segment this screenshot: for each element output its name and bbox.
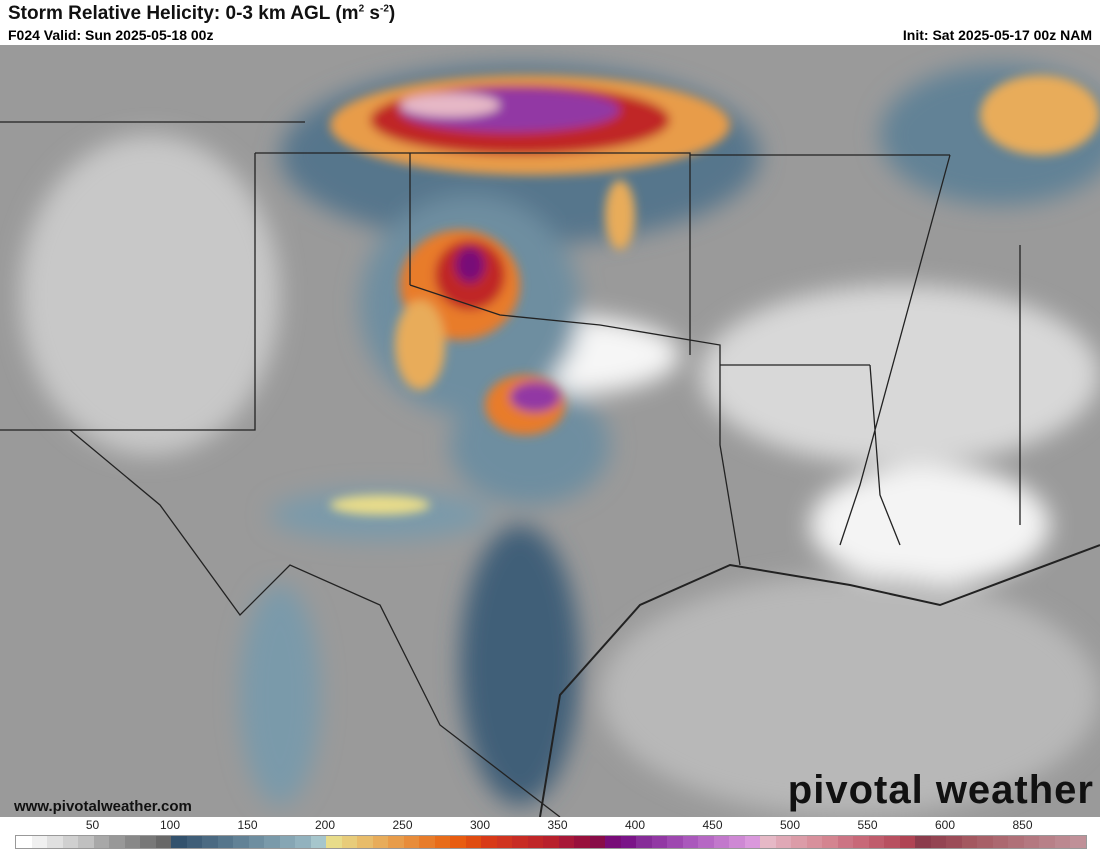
colorbar-swatch <box>806 836 822 848</box>
colorbar-swatch <box>930 836 946 848</box>
colorbar-swatch <box>527 836 543 848</box>
colorbar-swatch <box>791 836 807 848</box>
colorbar-swatch <box>434 836 450 848</box>
helicity-map <box>0 45 1100 817</box>
colorbar-swatch <box>31 836 47 848</box>
colorbar-swatch <box>915 836 931 848</box>
colorbar-swatch <box>372 836 388 848</box>
colorbar-swatch <box>977 836 993 848</box>
colorbar-swatch <box>946 836 962 848</box>
init-time: Init: Sat 2025-05-17 00z NAM <box>902 27 1092 43</box>
colorbar-swatch <box>124 836 140 848</box>
colorbar-swatch <box>620 836 636 848</box>
colorbar-swatch <box>171 836 187 848</box>
colorbar-swatch <box>992 836 1008 848</box>
colorbar-swatch <box>140 836 156 848</box>
colorbar-label: 600 <box>934 818 956 832</box>
pivotal-weather-logo: pivotal weather <box>787 768 1094 812</box>
colorbar-swatch <box>1039 836 1055 848</box>
colorbar-swatch <box>837 836 853 848</box>
colorbar-swatch <box>667 836 683 848</box>
colorbar-swatch <box>822 836 838 848</box>
colorbar-label: 300 <box>469 818 491 832</box>
colorbar-swatch <box>16 836 32 848</box>
colorbar-label: 450 <box>702 818 723 832</box>
colorbar-swatch <box>1054 836 1070 848</box>
colorbar-swatch <box>636 836 652 848</box>
colorbar-swatch <box>481 836 497 848</box>
website-watermark: www.pivotalweather.com <box>14 798 192 815</box>
colorbar-label: 400 <box>624 818 646 832</box>
colorbar-label: 200 <box>314 818 336 832</box>
colorbar-swatch <box>899 836 915 848</box>
colorbar-swatch <box>47 836 63 848</box>
colorbar-swatch <box>868 836 884 848</box>
colorbar-swatch <box>109 836 125 848</box>
colorbar-label: 100 <box>159 818 181 832</box>
colorbar-swatch <box>574 836 590 848</box>
colorbar-swatch <box>279 836 295 848</box>
colorbar-swatch <box>186 836 202 848</box>
colorbar-swatch <box>729 836 745 848</box>
colorbar-swatch <box>419 836 435 848</box>
colorbar-swatch <box>682 836 698 848</box>
colorbar-swatch <box>217 836 233 848</box>
colorbar-swatch <box>155 836 171 848</box>
colorbar-labels: 50 100 150 200 250 300 350 400 450 500 550 600 850 <box>0 818 1100 834</box>
colorbar-swatch <box>713 836 729 848</box>
colorbar-swatch <box>1008 836 1024 848</box>
colorbar-swatch <box>388 836 404 848</box>
map-title: Storm Relative Helicity: 0-3 km AGL (m2 … <box>8 3 396 24</box>
colorbar-swatch <box>558 836 574 848</box>
colorbar-swatch <box>853 836 869 848</box>
colorbar <box>15 835 1087 849</box>
colorbar-label: 50 <box>85 818 100 832</box>
colorbar-swatch <box>775 836 791 848</box>
colorbar-swatch <box>326 836 342 848</box>
colorbar-label: 850 <box>1012 818 1033 832</box>
colorbar-swatch <box>357 836 373 848</box>
colorbar-swatch <box>961 836 977 848</box>
colorbar-swatch <box>62 836 78 848</box>
colorbar-swatch <box>651 836 667 848</box>
colorbar-label: 500 <box>779 818 801 832</box>
colorbar-swatch <box>605 836 621 848</box>
colorbar-swatch <box>589 836 605 848</box>
colorbar-swatch <box>512 836 528 848</box>
colorbar-label: 250 <box>392 818 413 832</box>
colorbar-label: 350 <box>547 818 568 832</box>
colorbar-swatch <box>496 836 512 848</box>
colorbar-swatch <box>698 836 714 848</box>
colorbar-swatch <box>341 836 357 848</box>
colorbar-swatch <box>78 836 94 848</box>
colorbar-label: 150 <box>237 818 258 832</box>
colorbar-swatch <box>450 836 466 848</box>
colorbar-swatch <box>233 836 249 848</box>
colorbar-swatch <box>884 836 900 848</box>
colorbar-swatch <box>465 836 481 848</box>
colorbar-swatch <box>403 836 419 848</box>
colorbar-swatch <box>1070 836 1086 848</box>
colorbar-swatch <box>264 836 280 848</box>
colorbar-label: 550 <box>857 818 878 832</box>
colorbar-swatch <box>248 836 264 848</box>
valid-time: F024 Valid: Sun 2025-05-18 00z <box>8 27 214 43</box>
colorbar-swatch <box>93 836 109 848</box>
colorbar-swatch <box>1023 836 1039 848</box>
colorbar-swatch <box>744 836 760 848</box>
colorbar-swatch <box>202 836 218 848</box>
colorbar-swatch <box>760 836 776 848</box>
colorbar-swatch <box>310 836 326 848</box>
colorbar-swatch <box>295 836 311 848</box>
colorbar-swatch <box>543 836 559 848</box>
